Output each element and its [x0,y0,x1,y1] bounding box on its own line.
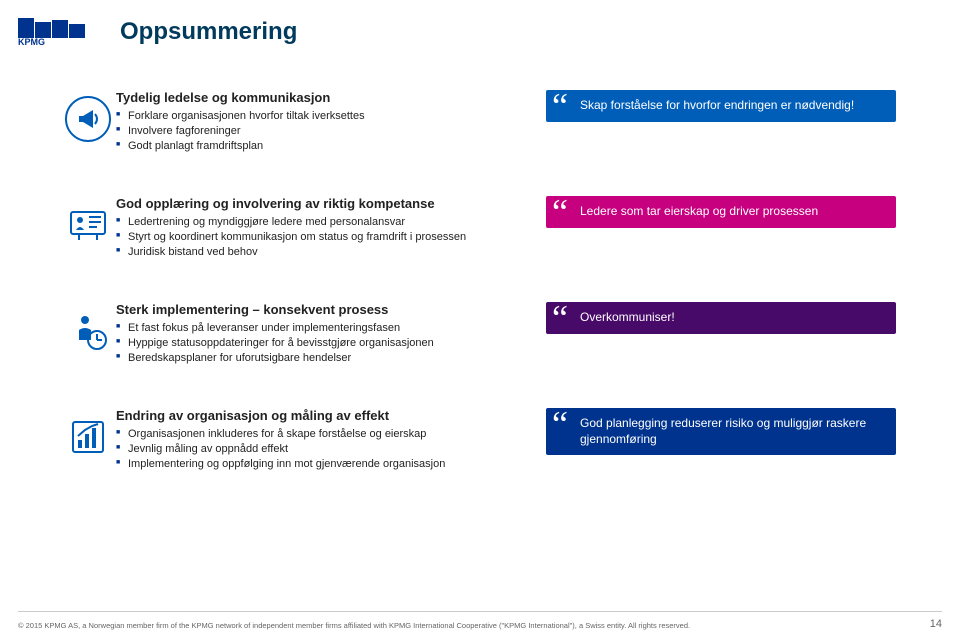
list-item: Organisasjonen inkluderes for å skape fo… [116,427,530,442]
section-heading: Endring av organisasjon og måling av eff… [116,408,530,423]
section-row: God opplæring og involvering av riktig k… [60,196,900,284]
callout-text: Ledere som tar eierskap og driver proses… [580,204,818,218]
callout-text: Overkommuniser! [580,310,675,324]
kpmg-logo: KPMG [18,18,86,46]
callout-text: Skap forståelse for hvorfor endringen er… [580,98,854,112]
chart-icon [65,414,111,460]
quote-mark-icon: “ [552,406,568,442]
content-area: Tydelig ledelse og kommunikasjon Forklar… [60,90,900,514]
list-item: Ledertrening og myndiggjøre ledere med p… [116,215,530,230]
list-item: Et fast fokus på leveranser under implem… [116,321,530,336]
page-number: 14 [930,618,942,630]
svg-text:KPMG: KPMG [18,37,45,46]
list-item: Jevnlig måling av oppnådd effekt [116,442,530,457]
bullet-list: Forklare organisasjonen hvorfor tiltak i… [116,109,530,154]
callout-box: “ Overkommuniser! [546,302,896,334]
footer-copyright: © 2015 KPMG AS, a Norwegian member firm … [18,621,690,630]
quote-mark-icon: “ [552,194,568,230]
list-item: Involvere fagforeninger [116,124,530,139]
section-heading: Sterk implementering – konsekvent proses… [116,302,530,317]
megaphone-icon [65,96,111,142]
list-item: Implementering og oppfølging inn mot gje… [116,457,530,472]
list-item: Beredskapsplaner for uforutsigbare hende… [116,351,530,366]
callout-box: “ Ledere som tar eierskap og driver pros… [546,196,896,228]
callout-text: God planlegging reduserer risiko og muli… [580,416,866,446]
list-item: Godt planlagt framdriftsplan [116,139,530,154]
person-clock-icon [65,308,111,354]
training-icon [65,202,111,248]
callout-box: “ God planlegging reduserer risiko og mu… [546,408,896,455]
list-item: Hyppige statusoppdateringer for å beviss… [116,336,530,351]
footer: © 2015 KPMG AS, a Norwegian member firm … [18,611,942,630]
section-heading: Tydelig ledelse og kommunikasjon [116,90,530,105]
quote-mark-icon: “ [552,300,568,336]
section-row: Sterk implementering – konsekvent proses… [60,302,900,390]
bullet-list: Ledertrening og myndiggjøre ledere med p… [116,215,530,260]
section-heading: God opplæring og involvering av riktig k… [116,196,530,211]
list-item: Forklare organisasjonen hvorfor tiltak i… [116,109,530,124]
list-item: Juridisk bistand ved behov [116,245,530,260]
quote-mark-icon: “ [552,88,568,124]
page-title: Oppsummering [120,18,297,46]
bullet-list: Et fast fokus på leveranser under implem… [116,321,530,366]
list-item: Styrt og koordinert kommunikasjon om sta… [116,230,530,245]
bullet-list: Organisasjonen inkluderes for å skape fo… [116,427,530,472]
section-row: Endring av organisasjon og måling av eff… [60,408,900,496]
section-row: Tydelig ledelse og kommunikasjon Forklar… [60,90,900,178]
callout-box: “ Skap forståelse for hvorfor endringen … [546,90,896,122]
